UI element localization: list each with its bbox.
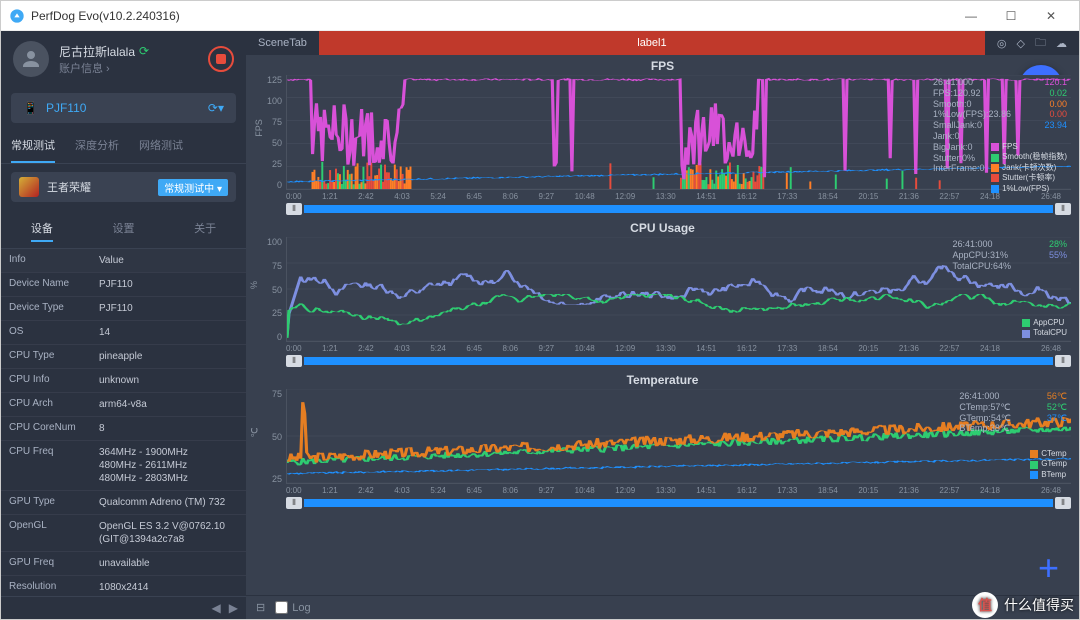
avatar[interactable] — [13, 41, 49, 77]
temp-plot[interactable]: 26:41:000CTemp:57℃GTemp:54℃BTemp:38℃ 56℃5… — [286, 389, 1071, 484]
scrub-bar[interactable] — [304, 499, 1053, 507]
table-row: OpenGLOpenGL ES 3.2 V@0762.10 (GIT@1394a… — [1, 515, 246, 552]
info-tabs: 设备 设置 关于 — [1, 210, 246, 249]
record-button[interactable] — [208, 46, 234, 72]
fps-legend: FPSSmooth(稳帧指数)Jank(卡顿次数)Stutter(卡顿率)1%L… — [991, 142, 1067, 194]
charts-area: FPS FPS 1251007550250 26:41:000FPS:120.9… — [246, 55, 1079, 595]
sync-icon: ⟳ — [139, 44, 149, 58]
temp-title: Temperature — [254, 373, 1071, 387]
cpu-overlay: 26:41:000AppCPU:31%TotalCPU:64% — [952, 239, 1011, 271]
cpu-chart: CPU Usage % 1007550250 26:41:000AppCPU:3… — [254, 221, 1071, 367]
table-row: Resolution1080x2414 — [1, 576, 246, 596]
fps-chart: FPS FPS 1251007550250 26:41:000FPS:120.9… — [254, 59, 1071, 215]
scrub-handle-left[interactable]: ⦀ — [286, 355, 302, 367]
table-row: GPU TypeQualcomm Adreno (TM) 732 — [1, 491, 246, 515]
scrub-handle-right[interactable]: ⦀ — [1055, 355, 1071, 367]
watermark-badge-icon: 值 — [972, 592, 998, 618]
table-row: CPU Infounknown — [1, 369, 246, 393]
temp-chart: Temperature ℃ 755025 26:41:000CTemp:57℃G… — [254, 373, 1071, 509]
watermark: 值 什么值得买 — [972, 592, 1074, 618]
scrub-handle-right[interactable]: ⦀ — [1055, 497, 1071, 509]
bottom-bar: ⊟ Log — [246, 595, 1079, 619]
app-icon — [19, 177, 39, 197]
table-row: CPU Archarm64-v8a — [1, 393, 246, 417]
table-row: Device TypePJF110 — [1, 297, 246, 321]
prev-icon[interactable]: ◀ — [212, 601, 221, 615]
test-mode-tabs: 常规测试 深度分析 网络测试 — [1, 129, 246, 164]
cpu-title: CPU Usage — [254, 221, 1071, 235]
next-icon[interactable]: ▶ — [229, 601, 238, 615]
cloud-icon[interactable]: ☁ — [1056, 37, 1067, 50]
scrub-handle-left[interactable]: ⦀ — [286, 203, 302, 215]
app-status-tag[interactable]: 常规测试中 ▾ — [158, 179, 228, 196]
location-icon[interactable]: ◎ — [997, 37, 1007, 50]
temp-xaxis: 0:001:212:424:035:246:458:069:2710:4812:… — [286, 484, 1071, 495]
table-row: OS14 — [1, 321, 246, 345]
scene-label[interactable]: label1 — [319, 31, 985, 55]
main-panel: SceneTab label1 ◎ ◇ 🗀 ☁ ❚❚ 10:11 FPS FPS… — [246, 31, 1079, 619]
fps-ylabel: FPS — [254, 119, 264, 137]
window-title: PerfDog Evo(v10.2.240316) — [31, 9, 951, 23]
table-row: CPU Freq364MHz - 1900MHz 480MHz - 2611MH… — [1, 441, 246, 491]
user-name: 尼古拉斯lalala ⟳ — [59, 43, 198, 60]
subtab-about[interactable]: 关于 — [194, 216, 216, 242]
maximize-button[interactable]: ☐ — [991, 2, 1031, 30]
cpu-yaxis: 1007550250 — [254, 237, 286, 342]
subtab-settings[interactable]: 设置 — [112, 216, 134, 242]
device-info-table: InfoValue Device NamePJF110Device TypePJ… — [1, 249, 246, 596]
fps-title: FPS — [254, 59, 1071, 73]
cpu-ylabel: % — [249, 280, 259, 288]
scrub-handle-right[interactable]: ⦀ — [1055, 203, 1071, 215]
app-name: 王者荣耀 — [47, 179, 150, 195]
add-chart-button[interactable]: + — [1038, 547, 1059, 589]
info-header-key: Info — [1, 249, 91, 272]
phone-icon: 📱 — [23, 101, 38, 115]
info-header-value: Value — [91, 249, 246, 272]
table-row: GPU Frequnavailable — [1, 552, 246, 576]
scene-tab[interactable]: SceneTab — [246, 31, 319, 55]
scrub-bar[interactable] — [304, 357, 1053, 365]
fps-side-values: 120.10.020.000.0023.94 — [1044, 77, 1067, 131]
cpu-plot[interactable]: 26:41:000AppCPU:31%TotalCPU:64% 28%55% App… — [286, 237, 1071, 342]
temp-ylabel: ℃ — [250, 427, 261, 437]
table-row: Device NamePJF110 — [1, 273, 246, 297]
close-button[interactable]: ✕ — [1031, 2, 1071, 30]
subtab-device[interactable]: 设备 — [31, 216, 53, 242]
watermark-text: 什么值得买 — [1004, 595, 1074, 615]
app-logo-icon — [9, 8, 25, 24]
log-checkbox[interactable]: Log — [275, 601, 310, 614]
collapse-icon[interactable]: ⊟ — [256, 601, 265, 614]
tab-deep-analysis[interactable]: 深度分析 — [75, 129, 119, 163]
tab-network-test[interactable]: 网络测试 — [139, 129, 183, 163]
temp-side-values: 56℃52℃37℃ — [1047, 391, 1067, 423]
table-row: CPU CoreNum8 — [1, 417, 246, 441]
fps-xaxis: 0:001:212:424:035:246:458:069:2710:4812:… — [286, 190, 1071, 201]
account-info-link[interactable]: 账户信息 › — [59, 60, 198, 76]
temp-legend: CTempGTempBTemp — [1030, 449, 1067, 480]
refresh-icon[interactable]: ⟳▾ — [208, 101, 224, 115]
app-selector[interactable]: 王者荣耀 常规测试中 ▾ — [11, 172, 236, 202]
device-selector[interactable]: 📱 PJF110 ⟳▾ — [11, 93, 236, 123]
tab-normal-test[interactable]: 常规测试 — [11, 129, 55, 163]
scrub-handle-left[interactable]: ⦀ — [286, 497, 302, 509]
tag-icon[interactable]: ◇ — [1017, 37, 1025, 50]
table-row: CPU Typepineapple — [1, 345, 246, 369]
cpu-side-values: 28%55% — [1049, 239, 1067, 261]
cpu-xaxis: 0:001:212:424:035:246:458:069:2710:4812:… — [286, 342, 1071, 353]
minimize-button[interactable]: — — [951, 2, 991, 30]
temp-overlay: 26:41:000CTemp:57℃GTemp:54℃BTemp:38℃ — [959, 391, 1011, 434]
titlebar: PerfDog Evo(v10.2.240316) — ☐ ✕ — [1, 1, 1079, 31]
fps-plot[interactable]: 26:41:000FPS:120.92Smooth:01%Low(FPS):23… — [286, 75, 1071, 190]
sidebar: 尼古拉斯lalala ⟳ 账户信息 › 📱 PJF110 ⟳▾ 常规测试 深度分… — [1, 31, 246, 619]
scrub-bar[interactable] — [304, 205, 1053, 213]
cpu-legend: AppCPUTotalCPU — [1022, 318, 1067, 339]
folder-icon[interactable]: 🗀 — [1035, 34, 1046, 53]
device-label: PJF110 — [46, 101, 86, 115]
